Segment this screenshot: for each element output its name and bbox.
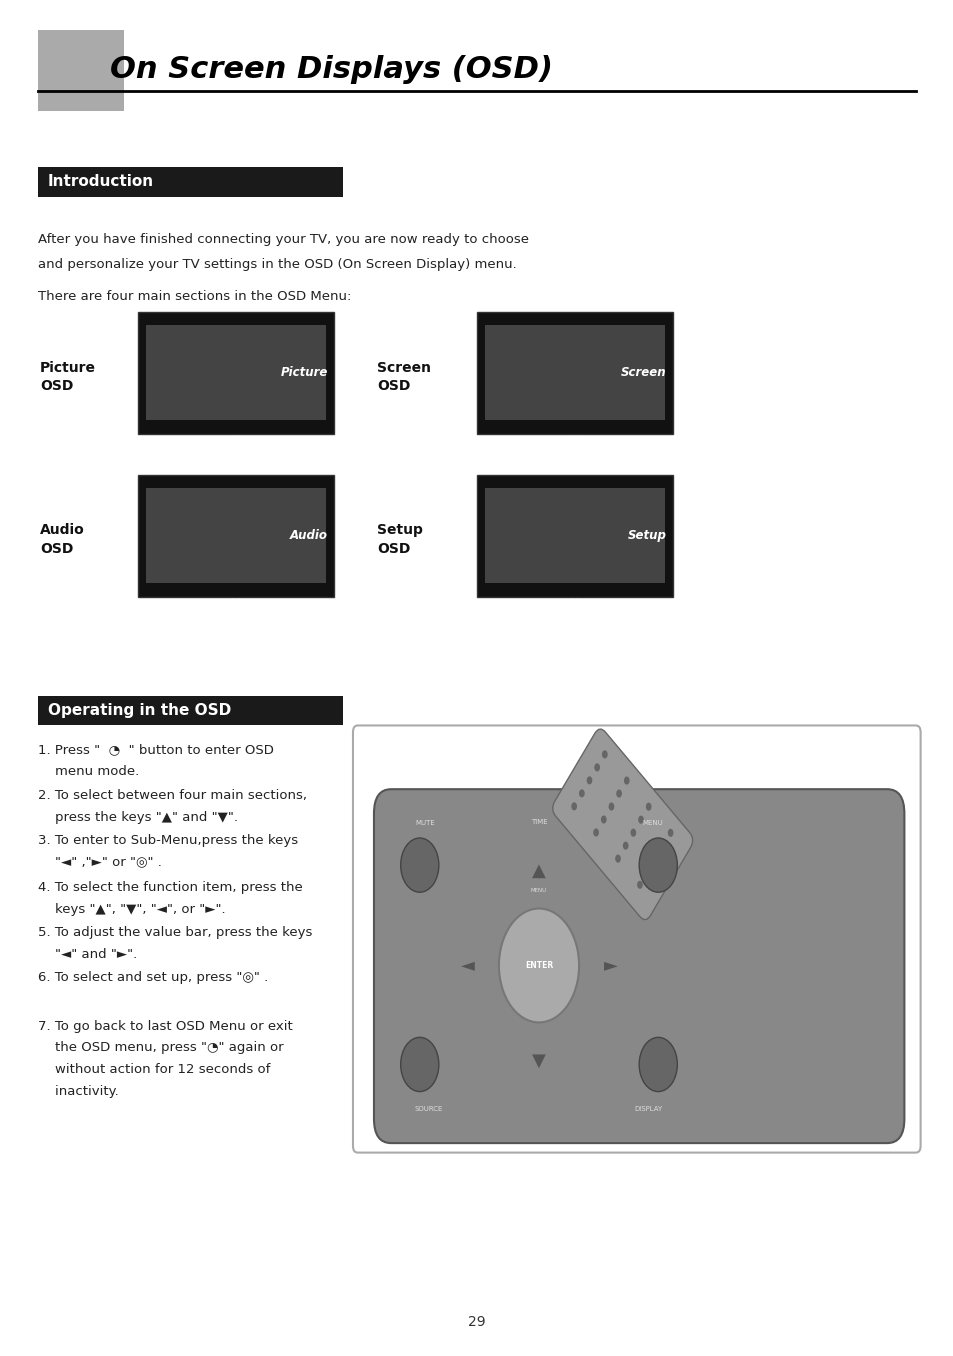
Circle shape	[652, 854, 658, 862]
Circle shape	[645, 803, 651, 811]
Bar	[484, 325, 664, 420]
Circle shape	[622, 842, 628, 850]
Circle shape	[638, 815, 643, 823]
Text: Picture
OSD: Picture OSD	[40, 361, 96, 393]
Circle shape	[616, 789, 621, 797]
Text: 7. To go back to last OSD Menu or exit: 7. To go back to last OSD Menu or exit	[38, 1020, 293, 1033]
Text: TIME: TIME	[530, 819, 547, 824]
Text: DISPLAY: DISPLAY	[634, 1106, 662, 1112]
Text: On Screen Displays (OSD): On Screen Displays (OSD)	[110, 56, 552, 84]
Text: Setup
OSD: Setup OSD	[376, 523, 422, 556]
Circle shape	[630, 829, 636, 837]
Text: 2. To select between four main sections,: 2. To select between four main sections,	[38, 789, 307, 803]
Text: Audio
OSD: Audio OSD	[40, 523, 85, 556]
Circle shape	[623, 777, 629, 785]
Circle shape	[639, 838, 677, 892]
Circle shape	[667, 829, 673, 837]
Text: ▼: ▼	[532, 1051, 545, 1070]
Text: the OSD menu, press "◔" again or: the OSD menu, press "◔" again or	[38, 1041, 283, 1055]
Bar	[484, 488, 664, 583]
Text: Operating in the OSD: Operating in the OSD	[48, 702, 231, 719]
Circle shape	[615, 854, 620, 862]
Circle shape	[400, 838, 438, 892]
Circle shape	[601, 750, 607, 758]
Text: ENTER: ENTER	[524, 961, 553, 970]
Bar	[476, 475, 672, 597]
Text: 4. To select the function item, press the: 4. To select the function item, press th…	[38, 881, 303, 895]
Text: inactivity.: inactivity.	[38, 1085, 119, 1098]
Text: "◄" ,"►" or "◎" .: "◄" ,"►" or "◎" .	[38, 856, 162, 869]
Circle shape	[593, 829, 598, 837]
Circle shape	[639, 1037, 677, 1092]
Text: 6. To select and set up, press "◎" .: 6. To select and set up, press "◎" .	[38, 971, 268, 984]
Text: keys "▲", "▼", "◄", or "►".: keys "▲", "▼", "◄", or "►".	[38, 903, 226, 917]
Circle shape	[594, 763, 599, 772]
FancyBboxPatch shape	[374, 789, 903, 1143]
Text: ►: ►	[603, 956, 617, 975]
Circle shape	[578, 789, 584, 797]
Circle shape	[659, 842, 665, 850]
Text: Screen
OSD: Screen OSD	[376, 361, 431, 393]
Text: menu mode.: menu mode.	[38, 765, 139, 778]
Circle shape	[586, 776, 592, 784]
Circle shape	[637, 880, 642, 888]
Bar	[476, 312, 672, 434]
Text: Screen: Screen	[620, 366, 666, 380]
FancyBboxPatch shape	[552, 730, 692, 919]
Text: MENU: MENU	[531, 888, 546, 894]
Text: After you have finished connecting your TV, you are now ready to choose: After you have finished connecting your …	[38, 233, 529, 247]
Text: There are four main sections in the OSD Menu:: There are four main sections in the OSD …	[38, 290, 351, 304]
Text: and personalize your TV settings in the OSD (On Screen Display) menu.: and personalize your TV settings in the …	[38, 258, 517, 271]
Bar	[146, 325, 326, 420]
Text: Picture: Picture	[280, 366, 328, 380]
Circle shape	[644, 868, 650, 876]
Text: Introduction: Introduction	[48, 174, 153, 190]
Bar	[38, 696, 343, 725]
Circle shape	[400, 1037, 438, 1092]
Bar	[138, 312, 334, 434]
Text: 29: 29	[468, 1315, 485, 1329]
Text: without action for 12 seconds of: without action for 12 seconds of	[38, 1063, 271, 1077]
Circle shape	[571, 803, 577, 811]
Text: ◄: ◄	[460, 956, 474, 975]
Bar	[146, 488, 326, 583]
Circle shape	[498, 909, 578, 1022]
FancyBboxPatch shape	[353, 725, 920, 1153]
Bar	[38, 167, 343, 197]
Text: 5. To adjust the value bar, press the keys: 5. To adjust the value bar, press the ke…	[38, 926, 313, 940]
Text: MENU: MENU	[641, 820, 662, 826]
Circle shape	[608, 803, 614, 811]
Text: 3. To enter to Sub-Menu,press the keys: 3. To enter to Sub-Menu,press the keys	[38, 834, 298, 848]
Text: SOURCE: SOURCE	[415, 1106, 443, 1112]
Text: 1. Press "  ◔  " button to enter OSD: 1. Press " ◔ " button to enter OSD	[38, 743, 274, 757]
Bar	[38, 30, 124, 111]
Text: ▲: ▲	[532, 861, 545, 880]
Text: Audio: Audio	[290, 529, 328, 542]
Circle shape	[600, 815, 606, 823]
Bar	[138, 475, 334, 597]
Text: MUTE: MUTE	[415, 820, 435, 826]
Text: Setup: Setup	[627, 529, 666, 542]
Text: "◄" and "►".: "◄" and "►".	[38, 948, 137, 961]
Text: press the keys "▲" and "▼".: press the keys "▲" and "▼".	[38, 811, 238, 824]
